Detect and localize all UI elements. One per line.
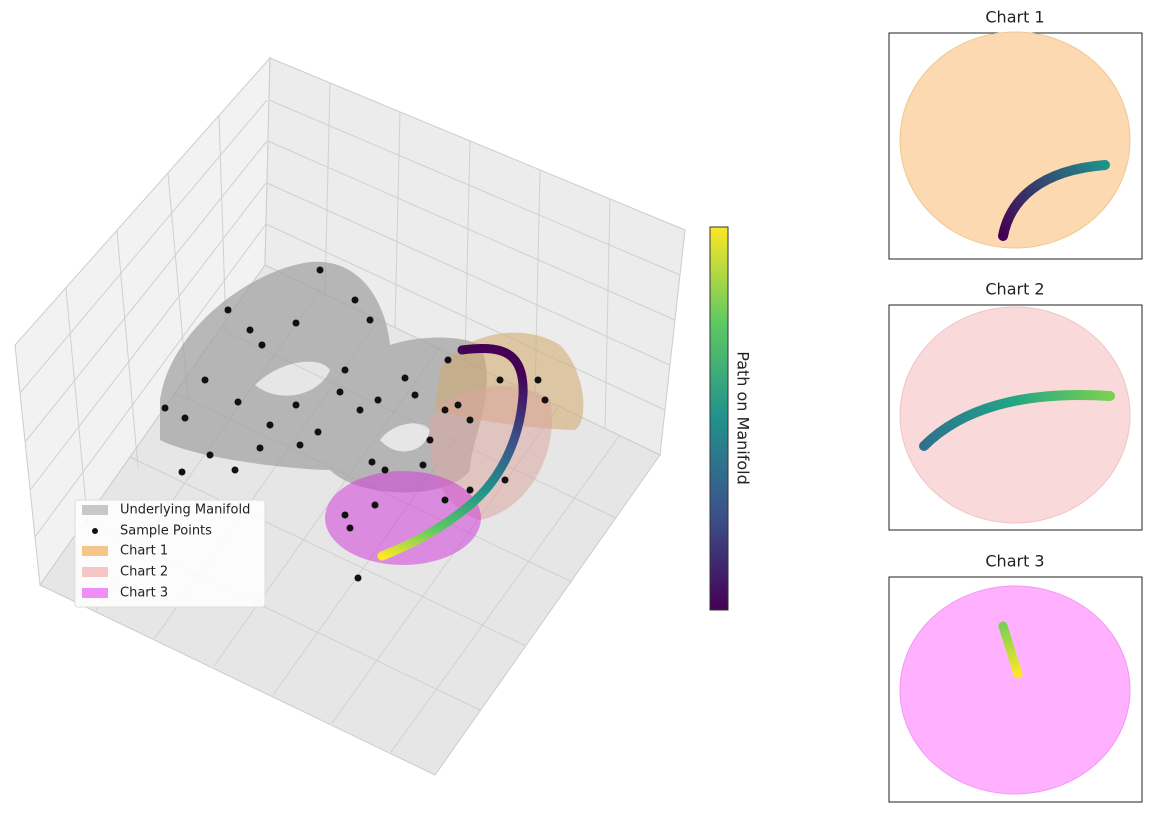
legend: Underlying Manifold Sample Points Chart … <box>74 499 266 608</box>
colorbar-label: Path on Manifold <box>734 351 753 484</box>
colorbar-strip <box>709 226 729 611</box>
legend-swatch <box>82 567 108 577</box>
chart-disk <box>899 585 1131 795</box>
panel-1: Chart 1 <box>888 8 1143 260</box>
manifold-surface <box>160 261 487 493</box>
path-image <box>919 389 1115 451</box>
axes-3d <box>14 56 686 776</box>
chart-3-patch <box>325 471 481 565</box>
manifold-path <box>377 343 528 561</box>
panel-2: Chart 2 <box>888 280 1143 531</box>
sample-points <box>161 266 549 582</box>
legend-label: Chart 3 <box>120 586 168 601</box>
panel-3: Chart 3 <box>888 552 1143 803</box>
panel-title: Chart 1 <box>985 8 1044 27</box>
legend-swatch <box>92 528 98 534</box>
chart-disk <box>899 31 1131 249</box>
legend-label: Underlying Manifold <box>120 503 250 518</box>
chart-disk <box>899 306 1131 524</box>
legend-label: Chart 2 <box>120 565 168 580</box>
legend-swatch <box>82 546 108 556</box>
legend-label: Chart 1 <box>120 544 168 559</box>
panel-title: Chart 2 <box>985 280 1044 299</box>
legend-swatch <box>82 588 108 598</box>
path-image <box>998 160 1110 241</box>
legend-label: Sample Points <box>120 524 212 539</box>
legend-box <box>74 499 266 608</box>
panel-title: Chart 3 <box>985 552 1044 571</box>
path-image <box>998 621 1023 679</box>
legend-swatch <box>82 505 108 515</box>
colorbar: Path on Manifold <box>709 226 753 611</box>
